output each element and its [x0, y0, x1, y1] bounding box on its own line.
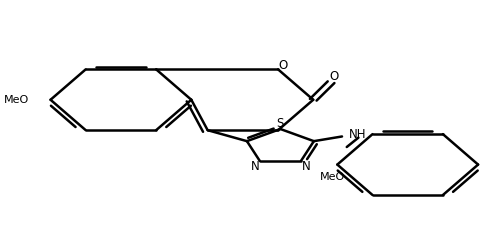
Text: N: N	[251, 160, 260, 173]
Text: O: O	[278, 59, 287, 72]
Text: NH: NH	[349, 128, 366, 141]
Text: MeO: MeO	[320, 172, 345, 182]
Text: MeO: MeO	[4, 95, 30, 105]
Text: O: O	[330, 70, 339, 83]
Text: N: N	[301, 160, 310, 173]
Text: S: S	[277, 117, 284, 130]
